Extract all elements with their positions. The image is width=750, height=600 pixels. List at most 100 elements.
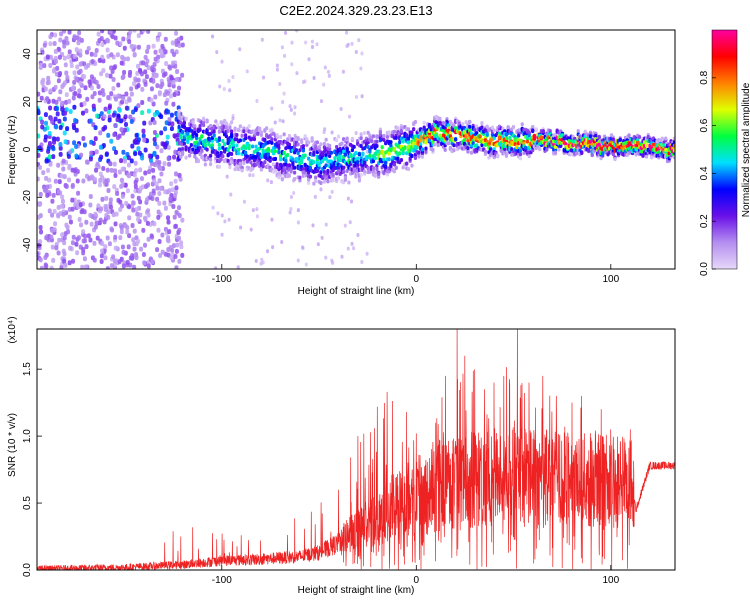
spectrogram-cell xyxy=(222,87,226,92)
spectrogram-cell xyxy=(273,156,277,161)
spectrogram-cell xyxy=(109,91,114,97)
spectrogram-cell xyxy=(146,236,151,242)
spectrogram-cell xyxy=(280,45,284,50)
spectrogram-cell xyxy=(319,170,323,175)
spectrogram-cell xyxy=(410,154,414,159)
spectrogram-cell xyxy=(167,64,172,70)
spectrogram-cell xyxy=(173,223,178,229)
spectrogram-cell xyxy=(354,50,358,55)
snr-panel: -100 0 100 0.0 0.5 1.0 1.5 Height of straight… xyxy=(7,316,676,596)
spectrogram-cell xyxy=(136,137,141,143)
spectrogram-cell xyxy=(238,124,242,129)
spectrogram-cell xyxy=(377,172,381,177)
spectrogram-cell xyxy=(72,140,77,146)
spectrogram-cell xyxy=(56,250,61,256)
spectrogram-cell xyxy=(382,134,386,139)
spectrogram-cell xyxy=(385,134,390,139)
spectrogram-cell xyxy=(511,125,516,130)
spectrogram-cell xyxy=(239,225,243,230)
spectrogram-cell xyxy=(100,42,105,48)
spectrogram-cell xyxy=(385,172,390,177)
spectrogram-cell xyxy=(38,201,43,207)
spectrogram-cell xyxy=(338,154,342,159)
spectrogram-cell xyxy=(594,133,598,138)
spectrogram-cell xyxy=(322,141,326,146)
colorbar-tick-label: 0.8 xyxy=(699,70,710,84)
spectrogram-cell xyxy=(342,169,346,174)
spectrogram-cell xyxy=(648,149,652,154)
spectrogram-cell xyxy=(301,80,305,85)
spectrogram-cell xyxy=(170,121,175,127)
spectrogram-cell xyxy=(221,154,225,159)
spectrogram-cell xyxy=(180,252,185,258)
spectrogram-cell xyxy=(108,30,113,34)
spectrogram-cell xyxy=(203,162,207,167)
spectrogram-cell xyxy=(340,179,344,184)
spectrogram-cell xyxy=(230,120,234,125)
spectrogram-cell xyxy=(128,255,133,261)
spectrogram-cell xyxy=(159,171,164,177)
spectrogram-cell xyxy=(408,148,412,153)
spectrogram-cell xyxy=(155,37,160,43)
spectrogram-cell xyxy=(101,166,106,172)
spectrogram-cell xyxy=(53,116,58,122)
spectrogram-cell xyxy=(55,111,60,117)
spectrogram-cell xyxy=(143,54,148,60)
spectrogram-cell xyxy=(58,142,63,148)
spectrogram-cell xyxy=(260,37,264,42)
spectrogram-cell xyxy=(106,94,111,100)
spectrogram-cell xyxy=(135,70,140,76)
spectrogram-cell xyxy=(177,235,182,241)
spectrogram-cell xyxy=(111,112,116,118)
spectrogram-cell xyxy=(90,85,95,91)
spectrogram-cell xyxy=(345,147,349,152)
spectrogram-cell xyxy=(466,146,470,151)
spectrogram-cell xyxy=(399,158,404,163)
spectrogram-cell xyxy=(53,59,58,65)
spectrogram-cell xyxy=(134,207,139,213)
spectrogram-cell xyxy=(162,161,167,167)
spectrogram-cell xyxy=(46,79,51,85)
spectrogram-cell xyxy=(312,160,316,165)
spectrogram-cell xyxy=(119,60,124,66)
spectrogram-cell xyxy=(64,70,69,76)
spectrogram-cell xyxy=(231,116,235,121)
spectrogram-cell xyxy=(166,109,171,115)
spectrogram-cell xyxy=(173,178,178,184)
x-tick-label: 0 xyxy=(414,575,420,586)
spectrogram-cell xyxy=(130,222,135,228)
spectrogram-cell xyxy=(282,150,286,155)
spectrogram-cell xyxy=(96,83,101,89)
spectrogram-cell xyxy=(155,144,160,150)
spectrogram-cell xyxy=(410,163,414,168)
spectrogram-cell xyxy=(230,134,234,139)
spectrogram-cell xyxy=(165,134,170,140)
spectrogram-cell xyxy=(343,152,348,157)
spectrogram-cell xyxy=(143,215,148,221)
spectrogram-cell xyxy=(141,227,146,233)
spectrogram-cell xyxy=(122,158,127,164)
spectrogram-cell xyxy=(93,136,98,142)
spectrogram-cell xyxy=(107,241,112,247)
spectrogram-cell xyxy=(336,166,340,171)
spectrogram-cell xyxy=(172,214,177,220)
spectrogram-cell xyxy=(240,133,244,138)
spectrogram-cell xyxy=(271,162,275,167)
spectrogram-cell xyxy=(163,189,168,195)
spectrogram-cell xyxy=(51,192,56,198)
spectrogram-cell xyxy=(436,140,440,145)
spectrogram-cell xyxy=(57,237,62,243)
spectrogram-cell xyxy=(419,138,423,143)
spectrogram-cell xyxy=(317,145,321,150)
spectrogram-cell xyxy=(360,51,364,56)
spectrogram-cell xyxy=(217,137,221,142)
spectrogram-cell xyxy=(112,65,117,71)
spectrogram-cell xyxy=(294,148,298,153)
spectrogram-cell xyxy=(39,95,44,101)
colorbar-tick-label: 0.2 xyxy=(699,214,710,228)
spectrogram-cell xyxy=(155,196,160,202)
spectrogram-cell xyxy=(84,159,89,165)
spectrogram-cell xyxy=(100,54,105,60)
spectrogram-cell xyxy=(78,68,83,74)
spectrogram-cell xyxy=(158,165,163,171)
